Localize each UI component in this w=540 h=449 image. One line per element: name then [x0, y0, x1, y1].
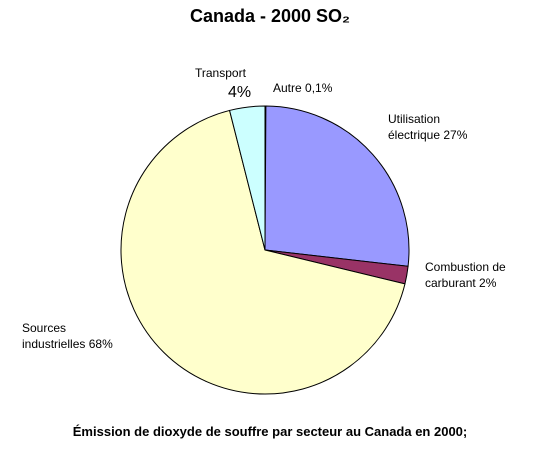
chart-title: Canada - 2000 SO₂ [189, 6, 351, 26]
slice-label: Sources industrielles 68% [22, 320, 132, 352]
category-label: Utilisation électrique [388, 112, 441, 142]
value-label: 68% [88, 337, 113, 351]
pie-slice [228, 105, 266, 251]
category-label: Combustion de carburant [425, 260, 506, 290]
pie-slice [120, 109, 406, 395]
pie-slice [264, 105, 410, 267]
category-label: Transport [195, 66, 246, 80]
slice-label: Autre 0,1% [273, 80, 332, 96]
slice-label: Utilisation électrique 27% [388, 111, 488, 143]
value-label: 4% [228, 84, 252, 101]
value-label: 27% [443, 128, 468, 142]
slice-label: Transport 4% [195, 65, 265, 105]
caption: Émission de dioxyde de souffre par secte… [72, 424, 468, 439]
category-label: Autre [273, 81, 302, 95]
slice-label: Combustion de carburant 2% [425, 259, 510, 291]
value-label: 2% [479, 276, 497, 290]
category-label: Sources industrielles [22, 321, 86, 351]
value-label: 0,1% [305, 81, 333, 95]
